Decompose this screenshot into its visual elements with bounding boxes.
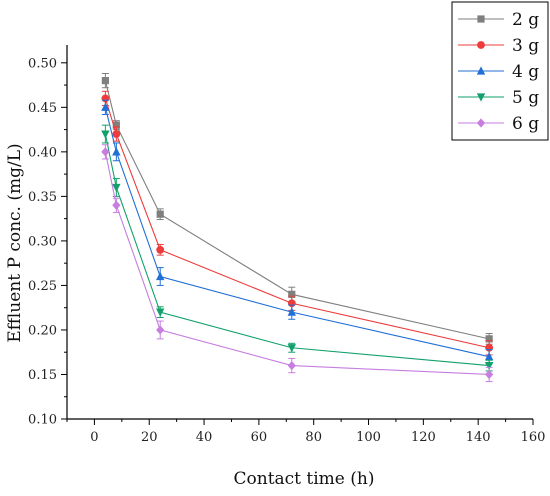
y-axis-title: Effluent P conc. (mg/L) (5, 143, 25, 342)
data-point (156, 245, 165, 254)
y-tick-label: 0.10 (28, 413, 57, 428)
legend-label: 6 g (512, 114, 539, 134)
y-tick-label: 0.30 (28, 234, 57, 249)
y-tick-label: 0.40 (28, 145, 57, 160)
data-point (485, 335, 493, 343)
series-3 (101, 124, 494, 372)
x-tick-label: 60 (251, 430, 268, 445)
y-tick-label: 0.20 (28, 323, 57, 338)
y-tick-label: 0.15 (28, 368, 57, 383)
plot-area (101, 72, 494, 383)
data-point (287, 344, 296, 353)
legend-label: 5 g (512, 88, 539, 108)
data-point (101, 77, 109, 85)
x-tick-label: 100 (356, 430, 381, 445)
x-tick-label: 160 (521, 430, 546, 445)
axes: 0 20 40 60 80 100 120 140 160 0.10 0.15 0.20 0.25 0.3… (28, 45, 545, 445)
data-point (287, 360, 296, 371)
data-point (112, 183, 121, 193)
data-point (156, 325, 165, 335)
data-point (156, 271, 165, 281)
data-point (156, 308, 165, 317)
x-tick-label: 120 (411, 430, 436, 445)
data-point (112, 121, 120, 129)
series-4 (101, 144, 494, 383)
x-tick-label: 0 (90, 430, 98, 445)
data-point (485, 369, 494, 380)
legend-marker (476, 93, 486, 102)
legend-marker (476, 66, 486, 75)
x-tick-label: 80 (305, 430, 322, 445)
y-tick-label: 0.35 (28, 190, 57, 205)
y-tick-label: 0.45 (28, 101, 57, 116)
series-1 (101, 90, 494, 356)
data-point (112, 147, 121, 156)
series-line (104, 107, 490, 358)
data-point (112, 200, 121, 210)
data-point (484, 352, 494, 361)
series-line (104, 151, 490, 376)
legend-marker (476, 118, 486, 128)
legend-label: 4 g (512, 62, 539, 82)
legend-item: 5 g (458, 88, 539, 108)
data-point (112, 130, 121, 138)
legend-item: 4 g (458, 62, 539, 82)
x-tick-label: 40 (196, 430, 213, 445)
legend-item: 6 g (458, 114, 539, 134)
legend-item: 3 g (458, 36, 539, 56)
series-line (104, 80, 490, 340)
data-point (288, 290, 296, 298)
data-point (156, 210, 164, 218)
series-0 (101, 72, 493, 345)
legend-item: 2 g (458, 10, 539, 30)
legend-label: 2 g (512, 10, 539, 30)
data-point (287, 307, 296, 316)
y-tick-label: 0.25 (28, 279, 57, 294)
y-tick-label: 0.50 (28, 56, 57, 71)
legend-label: 3 g (512, 36, 539, 56)
data-point (101, 147, 110, 157)
data-point (484, 361, 494, 371)
x-tick-label: 140 (466, 430, 491, 445)
legend-marker (477, 15, 485, 23)
data-point (101, 130, 110, 139)
x-tick-label: 20 (141, 430, 158, 445)
legend-marker (477, 41, 485, 49)
x-axis-title: Contact time (h) (234, 469, 375, 489)
data-point (101, 102, 110, 111)
legend: 2 g 3 g 4 g 5 g 6 g (451, 1, 549, 141)
